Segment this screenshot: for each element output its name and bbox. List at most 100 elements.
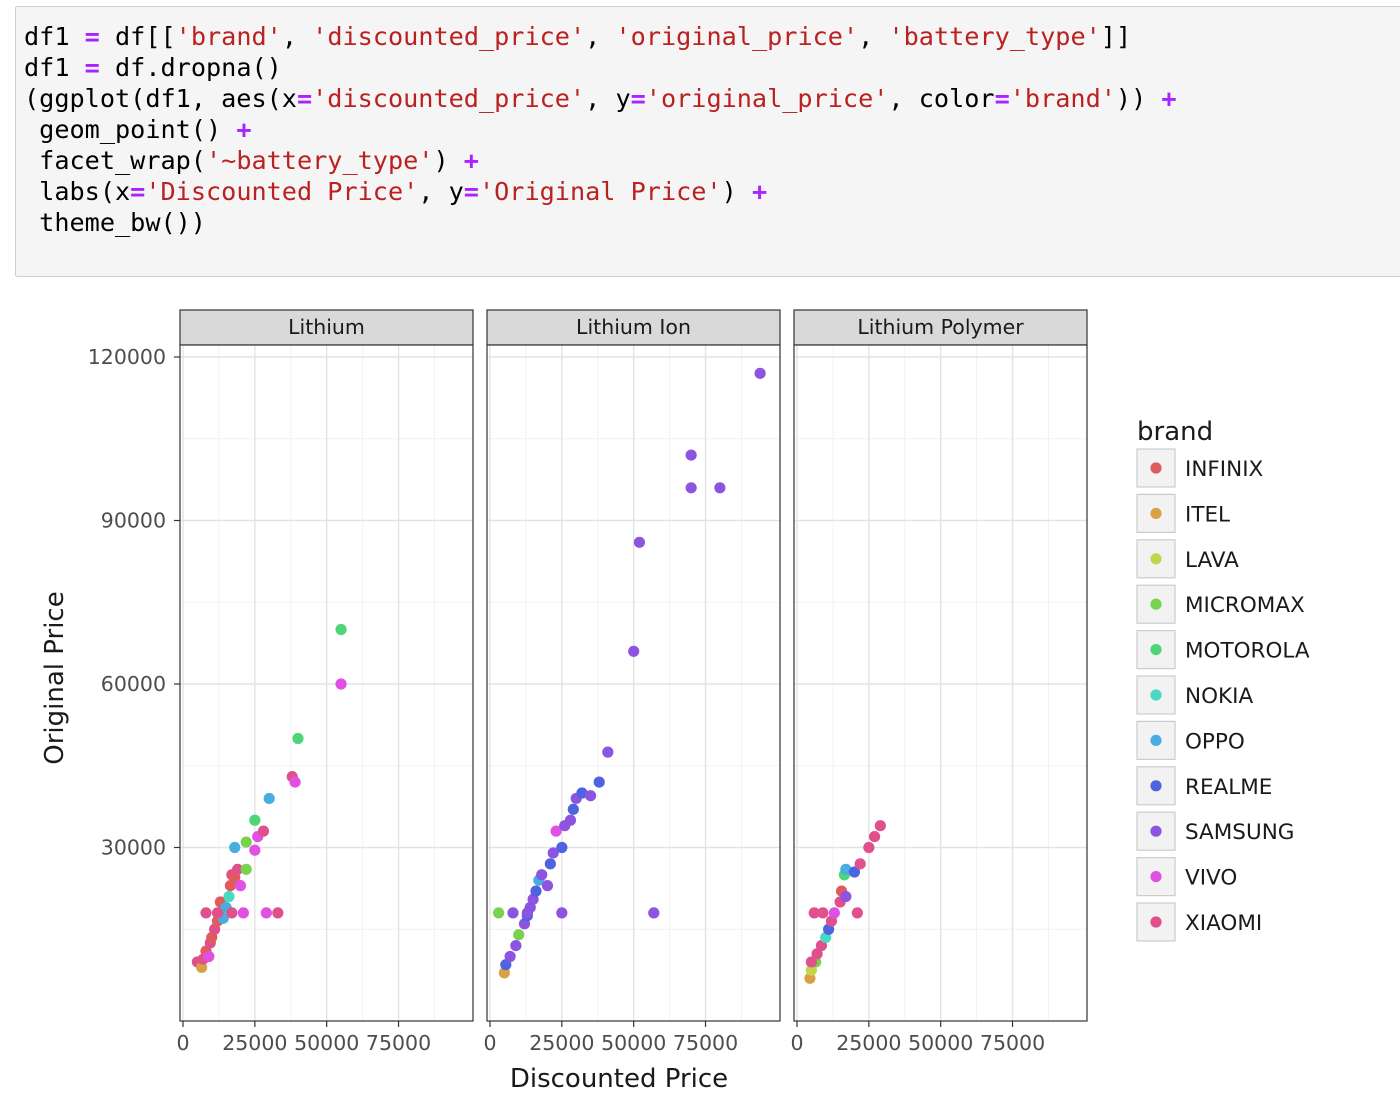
data-point-realme	[593, 776, 605, 788]
data-point-realme	[567, 803, 579, 815]
code-string: 'battery_type'	[888, 22, 1101, 51]
x-tick-label: 50000	[908, 1031, 973, 1055]
legend-label: REALME	[1185, 775, 1272, 800]
data-point-vivo	[237, 907, 249, 919]
code-string: 'discounted_price'	[312, 84, 586, 113]
data-point-vivo	[203, 950, 215, 963]
data-point-samsung	[547, 847, 559, 859]
data-point-micromax	[240, 836, 252, 848]
data-point-samsung	[564, 814, 577, 826]
code-line: facet_wrap('~battery_type') +	[24, 145, 1400, 176]
code-string: 'original_price'	[615, 22, 859, 51]
code-operator: =	[630, 84, 646, 113]
data-point-motorola	[249, 814, 261, 826]
data-point-samsung	[504, 950, 516, 963]
code-text: ,	[585, 22, 616, 51]
code-line: df1 = df[['brand', 'discounted_price', '…	[24, 21, 1400, 52]
code-operator: =	[84, 53, 100, 82]
code-line: labs(x='Discounted Price', y='Original P…	[24, 176, 1400, 207]
code-string: 'brand'	[1009, 84, 1116, 113]
code-line: df1 = df.dropna()	[24, 52, 1400, 83]
data-point-oppo	[263, 792, 275, 805]
x-tick-label: 0	[483, 1031, 496, 1055]
data-point-samsung	[510, 940, 522, 952]
legend-label: NOKIA	[1185, 684, 1253, 709]
legend-key-dot	[1150, 462, 1162, 474]
data-point-micromax	[240, 863, 252, 875]
facet-strip	[486, 309, 781, 346]
code-string: 'original_price'	[645, 84, 889, 113]
data-point-micromax	[493, 907, 505, 919]
code-text: df1	[24, 53, 85, 82]
y-tick-label: 90000	[101, 509, 166, 533]
legend-label: ITEL	[1185, 502, 1230, 527]
code-text: ))	[1115, 84, 1162, 113]
legend-key-dot	[1150, 871, 1162, 883]
data-point-samsung	[754, 367, 766, 379]
code-line: (ggplot(df1, aes(x='discounted_price', y…	[24, 83, 1400, 114]
x-tick-label: 75000	[980, 1031, 1045, 1055]
data-point-xiaomi	[863, 841, 875, 854]
data-point-xiaomi	[272, 907, 284, 919]
code-line: geom_point() +	[24, 114, 1400, 145]
data-point-samsung	[840, 890, 852, 903]
code-string: 'Discounted Price'	[145, 177, 419, 206]
data-point-xiaomi	[805, 956, 817, 968]
legend-title: brand	[1137, 417, 1213, 447]
data-point-realme	[848, 866, 861, 878]
data-point-xiaomi	[854, 858, 866, 870]
code-line: theme_bw())	[24, 207, 1400, 238]
data-point-vivo	[289, 776, 301, 788]
x-tick-label: 0	[790, 1031, 803, 1055]
x-tick-label: 25000	[222, 1031, 287, 1055]
code-text: )	[721, 177, 752, 206]
facet-label: Lithium Ion	[576, 315, 691, 339]
facet-label: Lithium Polymer	[857, 315, 1024, 339]
y-tick-label: 60000	[101, 672, 166, 696]
data-point-samsung	[685, 482, 697, 494]
code-editor[interactable]: df1 = df[[ 'brand', 'discounted_price', '…	[24, 21, 1400, 238]
code-text: geom_point()	[24, 115, 237, 144]
data-point-samsung	[648, 907, 660, 919]
code-cell[interactable]: df1 = df[[ 'brand', 'discounted_price', '…	[15, 6, 1400, 277]
y-tick-label: 120000	[88, 345, 166, 369]
code-text: df.dropna()	[99, 53, 282, 82]
data-point-realme	[530, 885, 542, 897]
legend-key-dot	[1150, 689, 1162, 701]
code-text: ]]	[1100, 22, 1132, 51]
legend-label: XIAOMI	[1185, 911, 1262, 936]
code-operator: =	[296, 84, 313, 113]
data-point-xiaomi	[817, 907, 829, 919]
code-string: 'discounted_price'	[312, 22, 586, 51]
data-point-samsung	[633, 536, 646, 548]
data-point-vivo	[828, 907, 840, 919]
code-string: '~battery_type'	[205, 146, 434, 175]
legend-key-dot	[1150, 644, 1162, 656]
data-point-samsung	[507, 907, 519, 919]
x-tick-label: 75000	[673, 1031, 738, 1055]
data-point-realme	[556, 841, 568, 854]
data-point-vivo	[335, 678, 347, 690]
code-text: (ggplot(df1, aes(x	[24, 84, 297, 113]
faceted-scatter-plot: Lithium 0 25000 50000 75000 Lithium Ion 0 25000…	[40, 309, 1310, 1094]
data-point-samsung	[521, 907, 533, 919]
data-point-samsung	[685, 449, 697, 461]
y-axis-title: Original Price	[40, 591, 70, 764]
code-operator: =	[994, 84, 1010, 113]
code-text: df1	[24, 22, 85, 51]
data-point-motorola	[335, 623, 347, 636]
code-operator: +	[236, 115, 252, 144]
data-point-samsung	[714, 482, 726, 494]
data-point-samsung	[628, 645, 640, 657]
code-string: 'Original Price'	[478, 177, 722, 206]
code-operator: +	[463, 146, 479, 175]
code-text: df[[	[99, 22, 176, 51]
plot-output: Lithium 0 25000 50000 75000 Lithium Ion 0 25000…	[0, 290, 1400, 1100]
facet-strip	[793, 309, 1088, 346]
data-point-realme	[544, 858, 556, 870]
code-text: ,	[858, 22, 889, 51]
x-tick-label: 50000	[601, 1031, 666, 1055]
data-point-samsung	[556, 907, 568, 919]
x-tick-label: 25000	[529, 1031, 594, 1055]
x-tick-label: 0	[176, 1031, 189, 1055]
